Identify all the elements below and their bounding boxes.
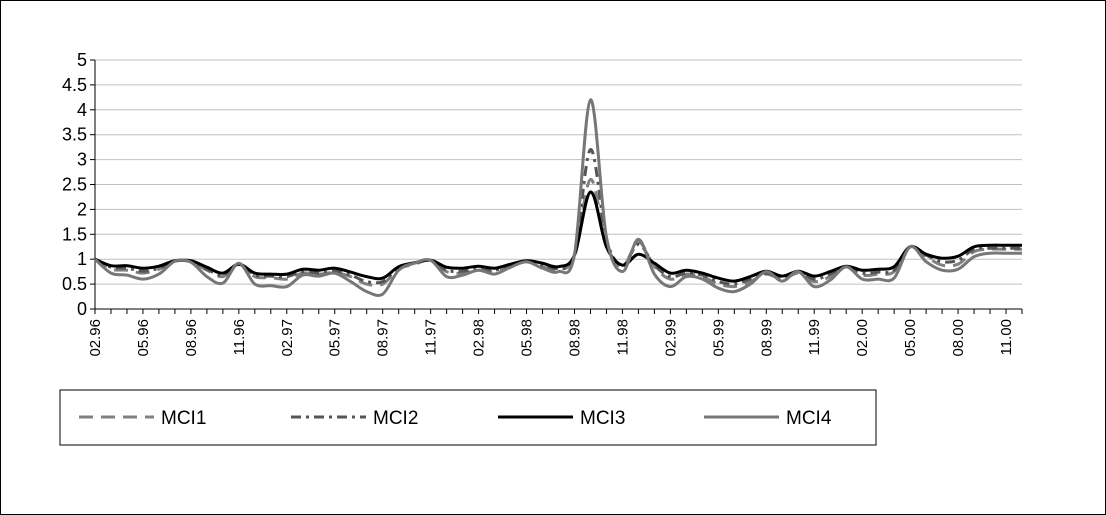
x-tick-label: 08.98: [566, 319, 583, 357]
x-tick-label: 05.96: [135, 319, 152, 357]
series-line-mci1: [94, 177, 1022, 289]
x-tick-label: 05.00: [902, 319, 919, 357]
x-tick-label: 02.00: [854, 319, 871, 357]
series-line-mci2: [94, 148, 1022, 286]
y-tick-label: 2.5: [62, 175, 87, 195]
x-tick-label: 11.97: [423, 319, 440, 355]
x-tick-label: 11.00: [998, 319, 1015, 355]
x-tick-label: 08.99: [758, 319, 775, 357]
y-tick-label: 1.5: [62, 224, 87, 244]
y-tick-label: 2: [77, 199, 87, 219]
x-tick-label: 02.98: [471, 319, 488, 357]
x-tick-label: 08.96: [183, 319, 200, 357]
legend-label-mci4: MCI4: [786, 408, 832, 429]
x-tick-label: 02.97: [279, 319, 296, 357]
gridlines: [95, 59, 1022, 285]
x-tick-label: 05.97: [327, 319, 344, 357]
x-tick-label: 08.00: [950, 319, 967, 357]
legend-label-mci1: MCI1: [161, 408, 206, 429]
series-lines: [93, 98, 1022, 297]
y-tick-label: 0: [77, 299, 87, 319]
y-axis-ticks: 0 0.5 1 1.5 2 2.5 3 3.5 4 4.5 5: [62, 50, 95, 319]
x-tick-label: 11.96: [231, 319, 248, 355]
x-tick-label: 08.97: [375, 319, 392, 357]
y-tick-label: 4.5: [62, 75, 87, 95]
x-tick-label: 02.96: [87, 319, 104, 357]
legend-label-mci2: MCI2: [373, 408, 418, 429]
series-line-mci4: [93, 98, 1022, 297]
x-tick-label: 02.99: [662, 319, 679, 357]
x-tick-label: 11.99: [806, 319, 823, 355]
legend-label-mci3: MCI3: [580, 408, 625, 429]
y-tick-label: 0.5: [62, 274, 87, 294]
y-tick-label: 1: [77, 249, 87, 269]
x-tick-label: 05.98: [519, 319, 536, 357]
y-tick-label: 4: [77, 100, 87, 120]
series-line-mci3: [94, 190, 1022, 283]
y-tick-label: 5: [77, 50, 87, 70]
y-tick-label: 3.5: [62, 125, 87, 145]
x-tick-label: 11.98: [614, 319, 631, 355]
x-axis-ticks: 02.96 05.96 08.96 11.96 02.97 05.97 08.97 11.97…: [87, 309, 1023, 357]
x-tick-label: 05.99: [710, 319, 727, 357]
legend: MCI1 MCI2 MCI3 MCI4: [59, 389, 877, 446]
y-tick-label: 3: [77, 150, 87, 170]
